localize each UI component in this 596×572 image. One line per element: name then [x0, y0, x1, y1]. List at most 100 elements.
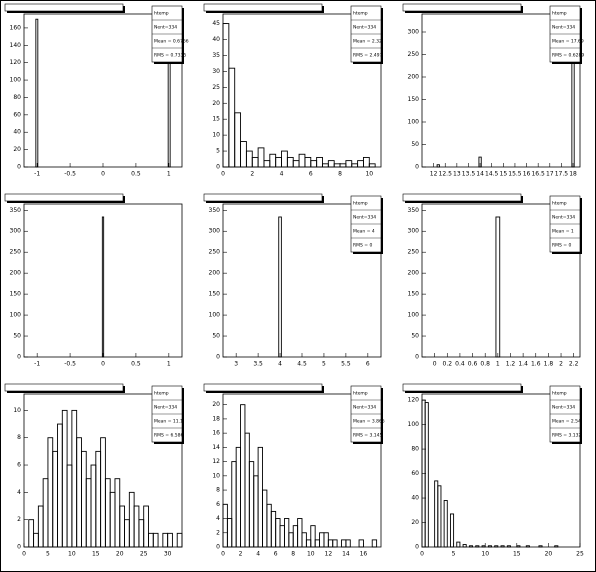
- x-tick-label: 14: [342, 551, 350, 558]
- x-tick-label: 25: [140, 551, 148, 558]
- stats-text: RMS = 0.7335: [154, 53, 186, 59]
- bar: [310, 525, 316, 548]
- x-tick-label: 16: [523, 171, 531, 178]
- stats-text: RMS = 0: [353, 243, 372, 249]
- x-tick-label: 6: [309, 171, 313, 178]
- bar: [101, 216, 105, 358]
- y-tick-label: 250: [408, 51, 420, 58]
- stats-text: RMS = 3.132: [552, 433, 582, 439]
- bar: [481, 545, 486, 548]
- y-tick-label: 60: [411, 470, 419, 477]
- stats-text: Nent=334: [552, 25, 575, 31]
- y-tick-label: 200: [408, 270, 420, 277]
- x-tick-label: 5: [452, 551, 456, 558]
- bar: [538, 545, 543, 548]
- x-tick-label: 6: [366, 361, 370, 368]
- x-tick-label: 1.4: [518, 361, 528, 368]
- y-tick-label: 100: [408, 312, 420, 319]
- bar: [257, 147, 265, 168]
- x-tick-label: 0.4: [455, 361, 465, 368]
- stats-text: Nent=334: [154, 405, 177, 411]
- y-tick-label: 300: [408, 228, 420, 235]
- x-tick-label: 10: [68, 551, 76, 558]
- y-tick-label: 60: [13, 111, 21, 118]
- y-tick-label: 10: [212, 132, 220, 139]
- x-tick-label: 10: [307, 551, 315, 558]
- x-tick-label: 0.5: [131, 361, 141, 368]
- bar: [316, 156, 323, 168]
- y-tick-label: 150: [408, 96, 420, 103]
- bar: [475, 545, 480, 548]
- stats-text: htemp: [353, 11, 368, 17]
- x-tick-label: 4: [256, 551, 260, 558]
- stats-text: Nent=334: [552, 215, 575, 221]
- y-tick-label: 30: [212, 68, 220, 75]
- x-tick-label: 15: [513, 551, 521, 558]
- y-tick-label: 100: [10, 77, 22, 84]
- y-tick-label: 0: [17, 544, 21, 551]
- title-box: [402, 383, 522, 392]
- pad: 12 12.5 13 13.5 14 14.5 15 15.5 16 16.5 17 17.5 18 0 5…: [402, 3, 584, 178]
- x-tick-label: 4: [280, 171, 284, 178]
- x-tick-label: 3: [234, 361, 238, 368]
- stats-text: Nent=334: [353, 215, 376, 221]
- y-tick-label: 100: [209, 312, 221, 319]
- x-tick-label: 5: [322, 361, 326, 368]
- y-tick-label: 2: [216, 529, 220, 536]
- y-tick-label: 45: [212, 20, 220, 27]
- x-tick-label: 0.6: [468, 361, 478, 368]
- stats-text: htemp: [552, 201, 567, 207]
- x-tick-label: 6: [274, 551, 278, 558]
- title-box: [402, 193, 522, 202]
- pad: 0 5 10 15 20 25 30 0 2 4 6 8 10 htemp Nent=334 Mean = 1…: [4, 383, 184, 558]
- y-tick-label: 50: [411, 333, 419, 340]
- bar: [462, 544, 467, 548]
- x-tick-label: 0: [420, 551, 424, 558]
- x-tick-label: 0: [101, 171, 105, 178]
- bar: [358, 539, 364, 548]
- pad: -1 -0.5 0 0.5 1 0 50 100 150 200 250 300 350: [4, 193, 183, 368]
- stats-text: RMS = 0: [552, 243, 571, 249]
- title-box: [4, 383, 124, 392]
- x-tick-label: 0: [221, 551, 225, 558]
- x-tick-label: 15: [500, 171, 508, 178]
- x-tick-label: 0.8: [480, 361, 490, 368]
- y-tick-label: 250: [408, 249, 420, 256]
- y-tick-label: 250: [209, 249, 221, 256]
- bar: [35, 18, 39, 168]
- x-tick-label: 1.2: [506, 361, 516, 368]
- y-tick-label: 150: [408, 291, 420, 298]
- bar: [468, 545, 474, 548]
- x-tick-label: 14: [476, 171, 484, 178]
- bar: [506, 545, 511, 548]
- y-tick-label: 150: [10, 291, 22, 298]
- y-tick-label: 20: [212, 401, 220, 408]
- y-tick-label: 8: [17, 434, 21, 441]
- x-tick-label: 1: [167, 361, 171, 368]
- y-tick-label: 20: [411, 519, 419, 526]
- bar: [495, 216, 501, 358]
- stats-text: Nent=334: [353, 405, 376, 411]
- y-tick-label: 16: [212, 430, 220, 437]
- x-tick-label: -0.5: [64, 361, 76, 368]
- x-tick-label: -0.5: [64, 171, 76, 178]
- y-tick-label: 6: [17, 462, 21, 469]
- y-tick-label: 100: [408, 119, 420, 126]
- y-tick-label: 15: [212, 116, 220, 123]
- y-tick-label: 300: [408, 29, 420, 36]
- x-tick-label: 0.2: [443, 361, 453, 368]
- x-tick-label: 13: [453, 171, 461, 178]
- bar: [362, 156, 370, 168]
- bar: [424, 402, 429, 548]
- y-tick-label: 0: [17, 354, 21, 361]
- bar: [516, 545, 521, 548]
- bar: [478, 156, 482, 168]
- pad: 0 2 4 6 8 10 0 5 10 15 20 25 30 35 40 45 htemp Nent=334 Me…: [203, 3, 383, 178]
- y-tick-label: 350: [408, 207, 420, 214]
- x-tick-label: 25: [576, 551, 584, 558]
- pad: 0 5 10 15 20 25 0 20 40 60 80 100 120 htemp Nent=334 Me…: [402, 383, 584, 558]
- stats-text: Mean = 2.32: [353, 39, 382, 45]
- x-tick-label: 1: [496, 361, 500, 368]
- stats-text: RMS = 2.497: [353, 53, 383, 59]
